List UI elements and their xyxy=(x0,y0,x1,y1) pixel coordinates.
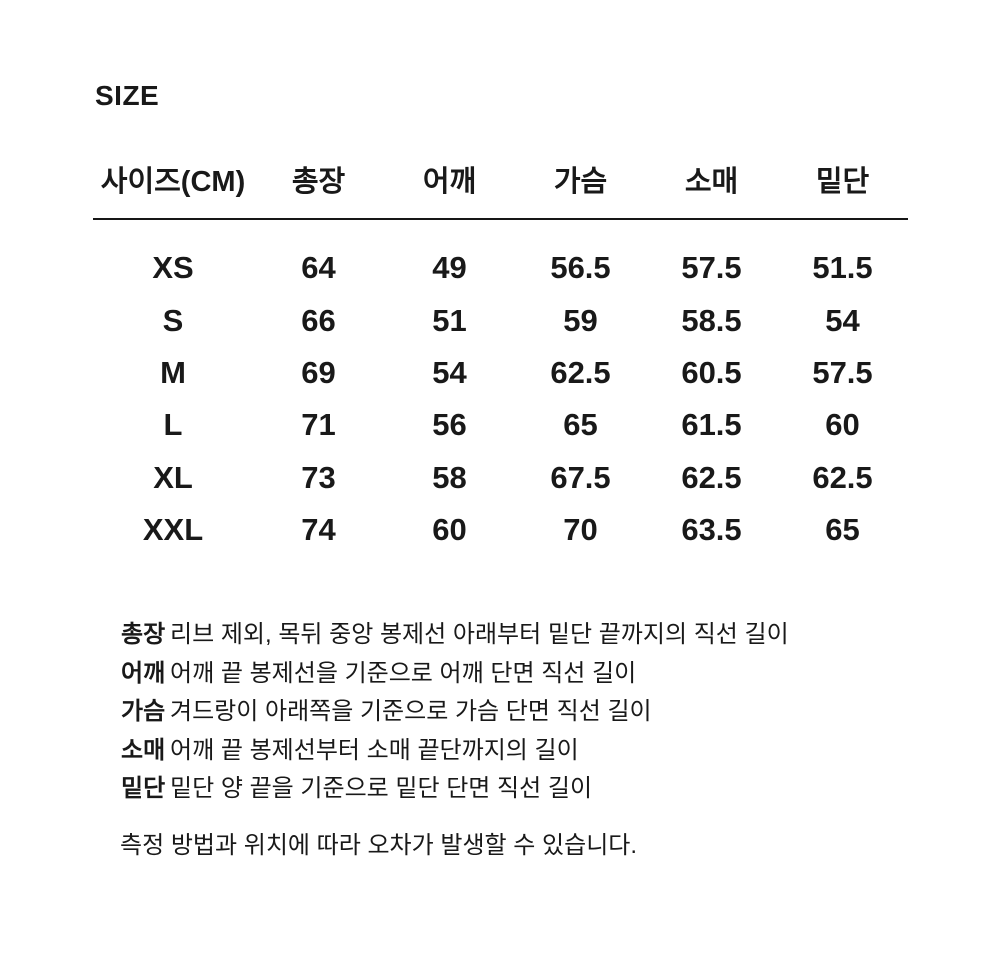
measurement-cell: 58 xyxy=(432,459,467,495)
measurement-cell: 69 xyxy=(301,354,336,390)
measurement-cell: 61.5 xyxy=(681,407,742,443)
measurement-cell: 51 xyxy=(432,302,467,338)
measurement-cell: 63.5 xyxy=(681,512,742,548)
definition-sleeve: 소매 어깨 끝 봉제선부터 소매 끝단까지의 길이 xyxy=(121,732,789,771)
definition-description: 리브 제외, 목뒤 중앙 봉제선 아래부터 밑단 끝까지의 직선 길이 xyxy=(170,621,789,649)
definition-term: 가슴 xyxy=(121,698,166,726)
size-cell: XXL xyxy=(142,512,204,548)
measurement-cell: 67.5 xyxy=(550,459,611,495)
definition-hem: 밑단 밑단 양 끝을 기준으로 밑단 단면 직선 길이 xyxy=(121,770,789,809)
size-chart-table: 사이즈(CM) 총장 어깨 가슴 소매 밑단 XS 64 49 56.5 57.… xyxy=(93,152,908,556)
table-row-l: L 71 56 65 61.5 60 xyxy=(93,399,908,451)
size-cell: S xyxy=(162,302,184,338)
size-cell: XS xyxy=(152,250,194,286)
measurement-cell: 62.5 xyxy=(550,354,611,390)
measurement-cell: 59 xyxy=(563,302,598,338)
definition-description: 밑단 양 끝을 기준으로 밑단 단면 직선 길이 xyxy=(170,775,593,803)
size-table-body: XS 64 49 56.5 57.5 51.5 S 66 51 59 58.5 … xyxy=(93,220,908,556)
measurement-disclaimer-note: 측정 방법과 위치에 따라 오차가 발생할 수 있습니다. xyxy=(120,832,638,859)
measurement-cell: 71 xyxy=(301,407,336,443)
measurement-cell: 51.5 xyxy=(812,250,873,286)
column-header-total-length: 총장 xyxy=(291,166,346,198)
measurement-cell: 57.5 xyxy=(681,250,742,286)
measurement-cell: 65 xyxy=(825,512,860,548)
table-row-xs: XS 64 49 56.5 57.5 51.5 xyxy=(93,242,908,294)
column-header-hem: 밑단 xyxy=(815,166,870,198)
column-header-sleeve: 소매 xyxy=(684,166,739,198)
table-row-xxl: XXL 74 60 70 63.5 65 xyxy=(93,504,908,556)
measurement-cell: 58.5 xyxy=(681,302,742,338)
size-cell: XL xyxy=(153,459,193,495)
definition-term: 총장 xyxy=(121,621,166,649)
measurement-cell: 62.5 xyxy=(812,459,873,495)
measurement-cell: 57.5 xyxy=(812,354,873,390)
measurement-cell: 56 xyxy=(432,407,467,443)
measurement-cell: 60 xyxy=(825,407,860,443)
size-cell: L xyxy=(163,407,183,443)
column-header-chest: 가슴 xyxy=(553,166,608,198)
definition-term: 소매 xyxy=(121,736,166,764)
measurement-cell: 60.5 xyxy=(681,354,742,390)
measurement-cell: 65 xyxy=(563,407,598,443)
definition-description: 어깨 끝 봉제선부터 소매 끝단까지의 길이 xyxy=(170,736,579,764)
size-cell: M xyxy=(160,354,186,390)
header-divider-line xyxy=(93,218,908,220)
definition-total-length: 총장 리브 제외, 목뒤 중앙 봉제선 아래부터 밑단 끝까지의 직선 길이 xyxy=(121,616,789,655)
definition-term: 어깨 xyxy=(121,659,166,687)
column-header-shoulder: 어깨 xyxy=(422,166,477,198)
measurement-cell: 54 xyxy=(432,354,467,390)
measurement-cell: 70 xyxy=(563,512,598,548)
size-table-header-row: 사이즈(CM) 총장 어깨 가슴 소매 밑단 xyxy=(93,152,908,206)
measurement-cell: 74 xyxy=(301,512,336,548)
definition-shoulder: 어깨 어깨 끝 봉제선을 기준으로 어깨 단면 직선 길이 xyxy=(121,655,789,694)
measurement-cell: 56.5 xyxy=(550,250,611,286)
measurement-cell: 64 xyxy=(301,250,336,286)
definition-description: 겨드랑이 아래쪽을 기준으로 가슴 단면 직선 길이 xyxy=(170,698,652,726)
measurement-cell: 60 xyxy=(432,512,467,548)
definition-term: 밑단 xyxy=(121,775,166,803)
table-row-s: S 66 51 59 58.5 54 xyxy=(93,294,908,346)
definition-chest: 가슴 겨드랑이 아래쪽을 기준으로 가슴 단면 직선 길이 xyxy=(121,693,789,732)
measurement-cell: 62.5 xyxy=(681,459,742,495)
table-row-xl: XL 73 58 67.5 62.5 62.5 xyxy=(93,452,908,504)
definition-description: 어깨 끝 봉제선을 기준으로 어깨 단면 직선 길이 xyxy=(170,659,637,687)
measurement-cell: 66 xyxy=(301,302,336,338)
measurement-cell: 73 xyxy=(301,459,336,495)
column-header-size-label: 사이즈(CM) xyxy=(100,166,246,198)
size-section-title: SIZE xyxy=(95,80,160,111)
measurement-cell: 54 xyxy=(825,302,860,338)
table-row-m: M 69 54 62.5 60.5 57.5 xyxy=(93,347,908,399)
measurement-cell: 49 xyxy=(432,250,467,286)
measurement-definitions: 총장 리브 제외, 목뒤 중앙 봉제선 아래부터 밑단 끝까지의 직선 길이 어… xyxy=(121,616,789,809)
